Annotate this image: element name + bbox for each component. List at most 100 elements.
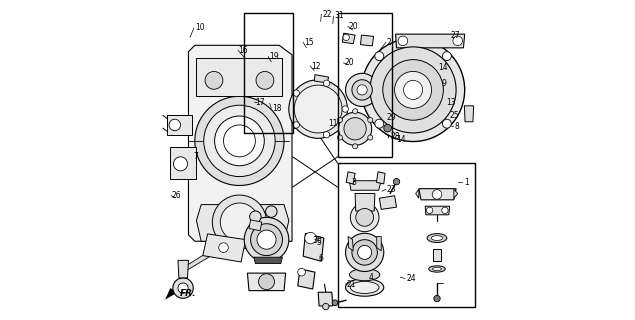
Polygon shape xyxy=(203,234,246,262)
Circle shape xyxy=(169,119,180,131)
Polygon shape xyxy=(355,194,375,211)
Circle shape xyxy=(256,71,274,89)
Polygon shape xyxy=(298,269,315,289)
Circle shape xyxy=(323,80,330,86)
Polygon shape xyxy=(254,257,283,264)
Circle shape xyxy=(352,144,358,149)
Circle shape xyxy=(443,119,451,128)
Text: 7: 7 xyxy=(193,152,198,161)
Circle shape xyxy=(342,106,349,112)
Bar xyxy=(338,163,475,307)
Text: 31: 31 xyxy=(335,12,344,20)
Text: 26: 26 xyxy=(171,191,181,200)
Circle shape xyxy=(178,283,188,293)
Circle shape xyxy=(205,71,223,89)
Circle shape xyxy=(352,109,358,114)
Polygon shape xyxy=(454,189,458,198)
Polygon shape xyxy=(342,33,355,44)
Polygon shape xyxy=(249,220,262,231)
Text: 9: 9 xyxy=(441,79,446,88)
Circle shape xyxy=(294,85,342,133)
Circle shape xyxy=(250,211,261,222)
Text: 1: 1 xyxy=(464,178,469,187)
Text: 30: 30 xyxy=(312,236,323,245)
Circle shape xyxy=(212,195,267,249)
Circle shape xyxy=(432,190,442,199)
Polygon shape xyxy=(361,35,373,46)
Polygon shape xyxy=(348,236,353,251)
Circle shape xyxy=(332,300,338,306)
Polygon shape xyxy=(170,147,196,179)
Circle shape xyxy=(368,135,373,140)
Circle shape xyxy=(357,85,367,95)
Text: 29: 29 xyxy=(387,114,397,123)
Circle shape xyxy=(356,208,373,226)
Bar xyxy=(244,13,293,133)
Polygon shape xyxy=(416,189,419,198)
Text: 25: 25 xyxy=(450,111,459,120)
Circle shape xyxy=(195,96,284,186)
Circle shape xyxy=(215,116,264,166)
Text: 16: 16 xyxy=(239,45,248,55)
Circle shape xyxy=(375,119,384,128)
Circle shape xyxy=(345,233,384,271)
Text: 10: 10 xyxy=(195,23,204,32)
Circle shape xyxy=(442,207,448,213)
Polygon shape xyxy=(377,172,385,184)
Circle shape xyxy=(323,303,329,310)
Ellipse shape xyxy=(351,281,379,293)
Text: 18: 18 xyxy=(272,104,282,113)
Circle shape xyxy=(337,117,342,123)
Circle shape xyxy=(220,203,258,241)
Text: 20: 20 xyxy=(344,58,354,67)
Polygon shape xyxy=(248,273,286,291)
Circle shape xyxy=(173,278,193,298)
Circle shape xyxy=(368,117,373,123)
Ellipse shape xyxy=(345,279,384,296)
Text: 4: 4 xyxy=(368,273,373,282)
Polygon shape xyxy=(186,244,222,270)
Circle shape xyxy=(251,224,283,256)
Text: 22: 22 xyxy=(323,10,331,19)
Polygon shape xyxy=(196,204,289,241)
Polygon shape xyxy=(464,106,474,122)
Polygon shape xyxy=(346,172,355,184)
Text: 11: 11 xyxy=(329,119,338,128)
Polygon shape xyxy=(178,260,189,278)
Text: 6: 6 xyxy=(318,254,323,263)
Text: 14: 14 xyxy=(396,135,406,144)
Circle shape xyxy=(337,135,342,140)
Bar xyxy=(338,13,392,157)
Circle shape xyxy=(370,47,456,133)
Polygon shape xyxy=(349,181,381,190)
Text: 23: 23 xyxy=(387,185,397,194)
Circle shape xyxy=(434,295,440,302)
Circle shape xyxy=(394,71,432,108)
Polygon shape xyxy=(167,116,192,134)
Text: 13: 13 xyxy=(446,98,456,107)
Text: 14: 14 xyxy=(438,63,448,72)
Circle shape xyxy=(293,90,300,96)
Text: 20: 20 xyxy=(349,22,358,31)
Polygon shape xyxy=(419,189,456,200)
Circle shape xyxy=(257,230,276,249)
Text: 3: 3 xyxy=(351,178,356,187)
Circle shape xyxy=(218,243,229,252)
Circle shape xyxy=(344,118,366,140)
Circle shape xyxy=(289,80,347,138)
Text: 28: 28 xyxy=(390,132,399,140)
Circle shape xyxy=(224,125,255,157)
Circle shape xyxy=(338,112,371,145)
Circle shape xyxy=(375,52,384,60)
Text: 5: 5 xyxy=(316,238,321,247)
Ellipse shape xyxy=(431,236,443,240)
Circle shape xyxy=(358,245,371,260)
Text: 2: 2 xyxy=(387,38,392,47)
Circle shape xyxy=(453,36,462,46)
Circle shape xyxy=(398,36,408,46)
Text: 12: 12 xyxy=(311,61,321,70)
Circle shape xyxy=(305,232,316,244)
Circle shape xyxy=(258,274,274,290)
Circle shape xyxy=(345,73,378,107)
Text: 17: 17 xyxy=(255,98,265,107)
